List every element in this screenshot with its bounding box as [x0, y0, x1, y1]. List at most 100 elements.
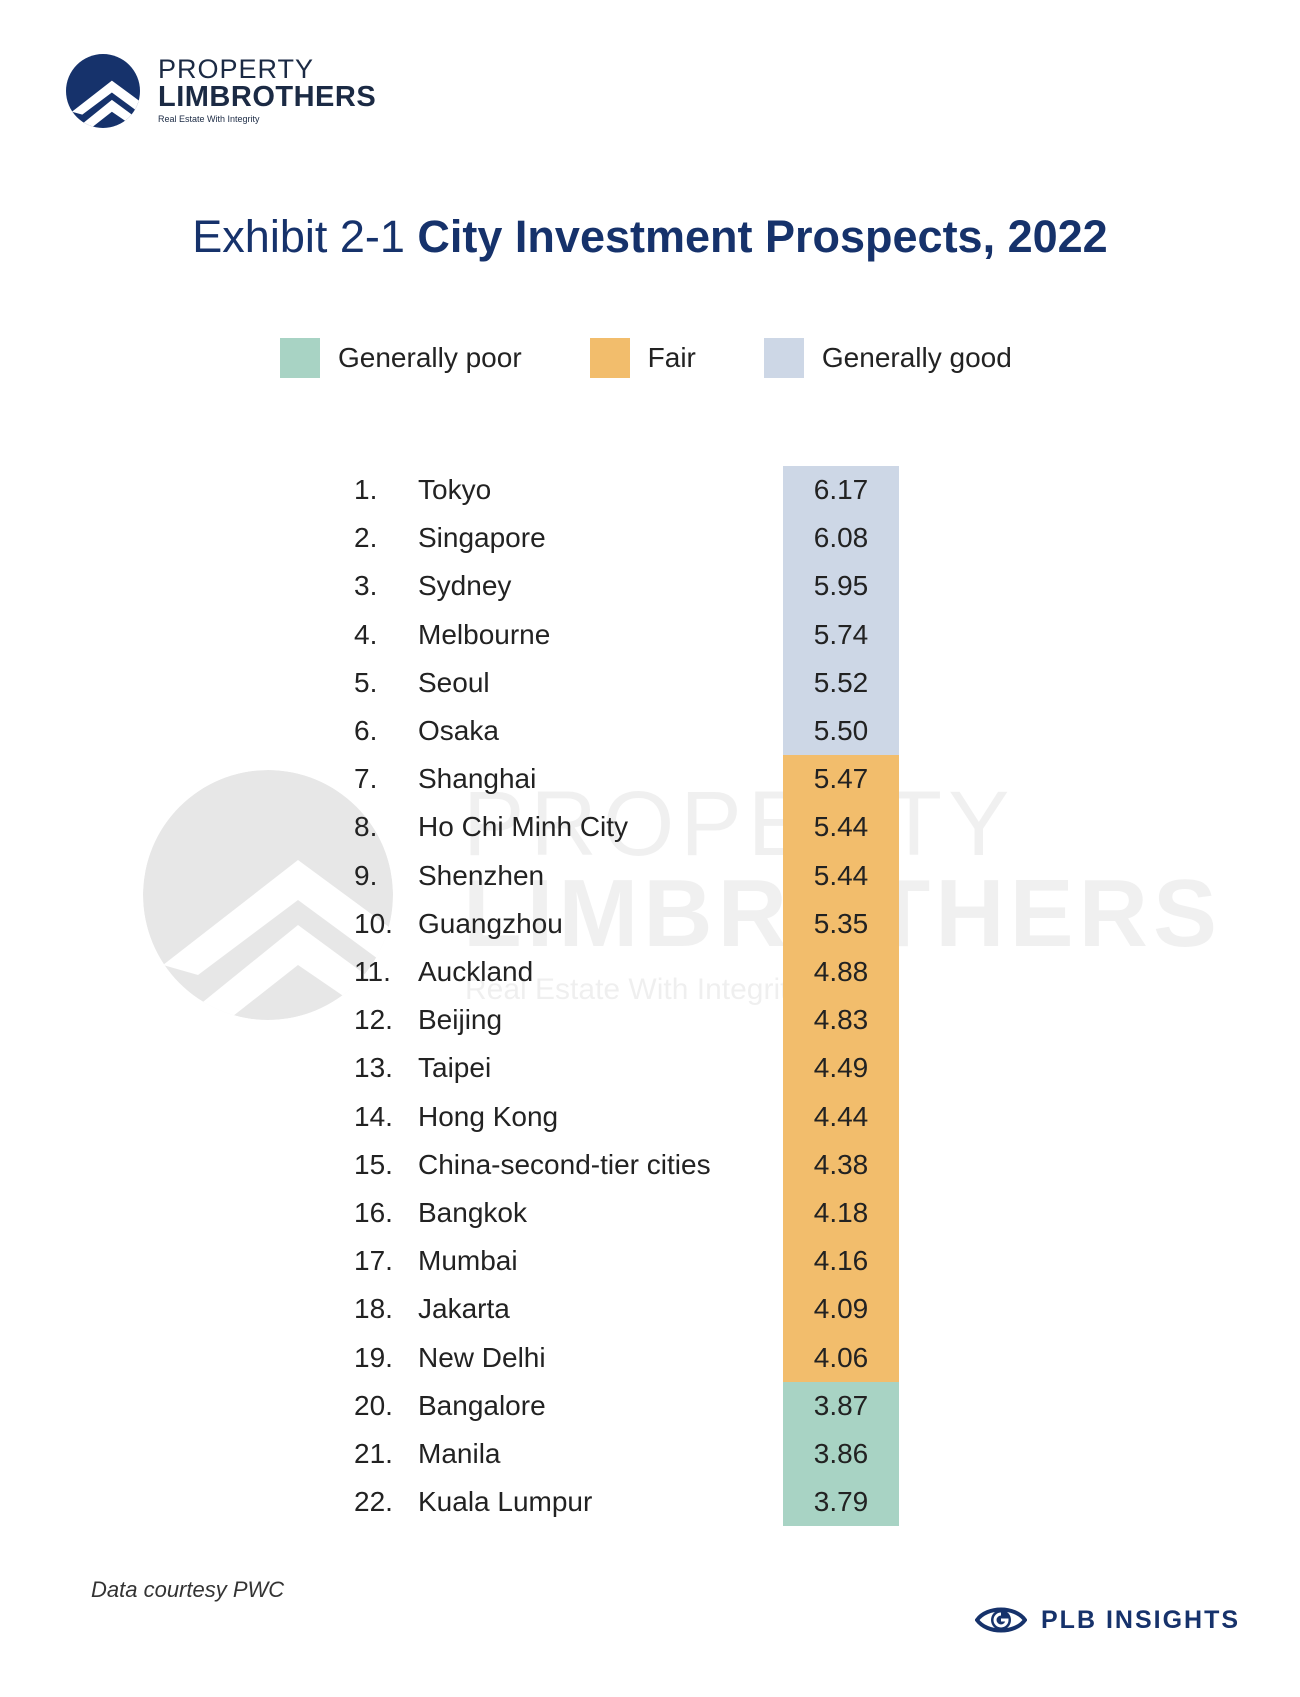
score-cell: [783, 948, 899, 998]
score-cell: [783, 755, 899, 806]
score-cell: [783, 1381, 899, 1432]
rank-label: 1.: [354, 474, 378, 505]
score-value: 4.49: [813, 1052, 869, 1084]
city-label: Taipei: [418, 1052, 492, 1084]
city-label: Kuala Lumpur: [418, 1486, 593, 1518]
city-label: Mumbai: [418, 1245, 518, 1277]
logo-tagline: Real Estate With Integrity: [158, 114, 260, 124]
legend-label-good: Generally good: [821, 342, 1012, 373]
city-label: Seoul: [418, 666, 490, 698]
legend-label-fair: Fair: [647, 342, 696, 373]
city-label: Auckland: [418, 956, 534, 987]
score-value: 6.08: [813, 522, 869, 554]
rank-label: 15.: [354, 1148, 393, 1180]
score-cell: [783, 610, 899, 661]
score-cell: [783, 1333, 899, 1384]
chart-title: Exhibit 2-1 City Investment Prospects, 2…: [0, 210, 1300, 264]
title-prefix: Exhibit 2-1: [192, 211, 405, 262]
watermark-logo-icon: [143, 770, 393, 1020]
score-cell: [783, 803, 899, 854]
rank-label: 17.: [354, 1245, 393, 1277]
score-value: 4.06: [813, 1341, 869, 1373]
rank-label: 19.: [354, 1341, 393, 1373]
city-label: China-second-tier cities: [418, 1148, 711, 1180]
score-cell: [783, 1140, 899, 1191]
city-label: Jakarta: [418, 1293, 510, 1325]
legend-swatch-fair: [589, 338, 630, 378]
score-cell: [783, 1285, 899, 1336]
city-label: Bangkok: [418, 1197, 527, 1228]
rank-label: 10.: [354, 907, 393, 939]
score-cell: [783, 1430, 899, 1480]
score-value: 4.44: [813, 1100, 869, 1132]
score-value: 4.18: [813, 1197, 869, 1228]
source-note: Data courtesy PWC: [91, 1577, 285, 1602]
score-value: 3.87: [813, 1389, 869, 1421]
city-label: Hong Kong: [418, 1100, 559, 1132]
legend-swatch-poor: [280, 338, 320, 378]
score-cell: [783, 707, 899, 757]
eye-icon: [975, 1607, 1027, 1633]
score-value: 6.17: [813, 474, 869, 505]
score-value: 3.79: [813, 1486, 869, 1518]
score-value: 5.44: [813, 859, 869, 891]
plb-insights-brand: PLB INSIGHTS: [975, 1603, 1240, 1637]
watermark-tagline: Real Estate With Integrity: [465, 973, 804, 1006]
legend-swatch-good: [763, 338, 804, 378]
score-cell: [783, 1478, 899, 1527]
limbrothers-logo-icon: [66, 54, 140, 128]
city-label: Tokyo: [418, 474, 492, 505]
score-value: 4.09: [813, 1293, 869, 1325]
rank-label: 2.: [354, 522, 378, 554]
score-value: 4.16: [813, 1245, 869, 1277]
score-cell: [783, 658, 899, 709]
score-value: 3.86: [813, 1438, 869, 1469]
city-label: Singapore: [418, 522, 546, 554]
city-label: Beijing: [418, 1004, 503, 1036]
score-cell: [783, 899, 899, 950]
rank-label: 21.: [354, 1438, 393, 1469]
city-label: Bangalore: [418, 1389, 546, 1421]
score-value: 5.47: [813, 763, 869, 795]
score-cell: [783, 996, 899, 1047]
rank-label: 6.: [354, 715, 378, 746]
legend: Generally poor Fair Generally good: [280, 338, 1012, 378]
score-value: 5.52: [813, 666, 869, 698]
score-value: 5.44: [813, 811, 869, 843]
city-label: Sydney: [418, 570, 512, 602]
score-value: 4.88: [813, 956, 869, 987]
rank-label: 16.: [354, 1197, 393, 1228]
logo-text-property: PROPERTY: [158, 54, 315, 84]
rank-label: 14.: [354, 1100, 393, 1132]
logo-text-limbrothers: LIMBROTHERS: [158, 81, 377, 113]
city-label: Manila: [418, 1438, 501, 1469]
rank-label: 11.: [354, 956, 391, 987]
score-value: 4.83: [813, 1004, 869, 1036]
rank-label: 18.: [354, 1293, 393, 1325]
legend-item-good: Generally good: [763, 338, 1012, 378]
score-cell: [783, 1044, 899, 1095]
city-label: Melbourne: [418, 618, 551, 650]
rank-label: 4.: [354, 618, 378, 650]
score-value: 4.38: [813, 1148, 869, 1180]
rank-label: 22.: [354, 1486, 393, 1518]
title-main: City Investment Prospects, 2022: [417, 211, 1108, 262]
city-label: New Delhi: [418, 1341, 546, 1373]
score-cell: [783, 851, 899, 902]
rank-label: 20.: [354, 1389, 393, 1421]
rank-label: 3.: [354, 570, 378, 602]
legend-item-fair: Fair: [589, 338, 696, 378]
score-cell: [783, 1237, 899, 1288]
rank-label: 9.: [354, 859, 378, 891]
score-cell: [783, 1092, 899, 1143]
score-cell: [783, 466, 899, 516]
city-label: Osaka: [418, 715, 499, 746]
score-cell: [783, 1189, 899, 1239]
rank-label: 12.: [354, 1004, 393, 1036]
rank-label: 7.: [354, 763, 378, 795]
score-value: 5.35: [813, 907, 869, 939]
score-cell: [783, 562, 899, 613]
score-value: 5.95: [813, 570, 869, 602]
score-value: 5.74: [813, 618, 869, 650]
